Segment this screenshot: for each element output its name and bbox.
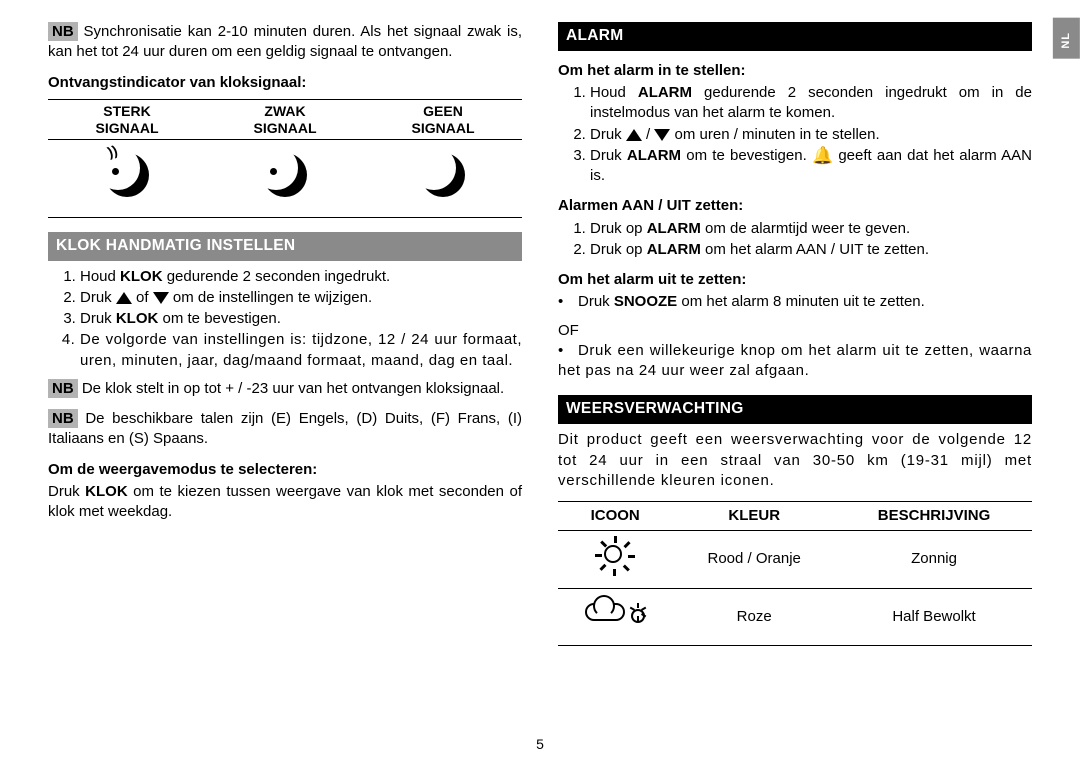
klok-step-3: Druk KLOK om te bevestigen.: [80, 309, 522, 329]
display-mode-heading: Om de weergavemodus te selecteren:: [48, 460, 522, 480]
signal-icon-weak: [206, 140, 364, 217]
language-tab: NL: [1053, 18, 1080, 59]
page-number: 5: [536, 735, 544, 754]
weather-icon-sun: [558, 531, 672, 588]
signal-icon-none: [364, 140, 522, 217]
klok-steps: Houd KLOK gedurende 2 seconden ingedrukt…: [48, 267, 522, 371]
alarm-off-list-2: •Druk een willekeurige knop om het alarm…: [558, 341, 1032, 382]
bell-icon: 🔔: [812, 147, 833, 164]
weather-color-2: Roze: [672, 588, 836, 645]
alarm-toggle-step-2: Druk op ALARM om het alarm AAN / UIT te …: [590, 240, 1032, 260]
weather-para: Dit product geeft een weersverwachting v…: [558, 430, 1032, 491]
intro-paragraph: NB Synchronisatie kan 2-10 minuten duren…: [48, 22, 522, 63]
alarm-set-steps: Houd ALARM gedurende 2 seconden ingedruk…: [558, 83, 1032, 186]
alarm-set-step-2: Druk / om uren / minuten in te stellen.: [590, 125, 1032, 145]
alarm-set-step-1: Houd ALARM gedurende 2 seconden ingedruk…: [590, 83, 1032, 124]
nb-badge: NB: [48, 379, 78, 398]
weather-th-desc: BESCHRIJVING: [836, 502, 1032, 531]
signal-header-weak: ZWAKSIGNAAL: [206, 99, 364, 140]
alarm-off-item-2: •Druk een willekeurige knop om het alarm…: [558, 341, 1032, 382]
left-column: NB Synchronisatie kan 2-10 minuten duren…: [48, 22, 522, 744]
alarm-off-heading: Om het alarm uit te zetten:: [558, 270, 1032, 290]
intro-text: Synchronisatie kan 2-10 minuten duren. A…: [48, 23, 522, 60]
nb-badge: NB: [48, 409, 78, 428]
down-icon: [654, 129, 670, 141]
section-klok-heading: KLOK HANDMATIG INSTELLEN: [48, 232, 522, 261]
up-icon: [626, 129, 642, 141]
alarm-toggle-heading: Alarmen AAN / UIT zetten:: [558, 196, 1032, 216]
nb-badge: NB: [48, 22, 78, 41]
alarm-set-heading: Om het alarm in te stellen:: [558, 61, 1032, 81]
signal-header-none: GEENSIGNAAL: [364, 99, 522, 140]
alarm-toggle-step-1: Druk op ALARM om de alarmtijd weer te ge…: [590, 219, 1032, 239]
weather-th-color: KLEUR: [672, 502, 836, 531]
weather-table: ICOON KLEUR BESCHRIJVING Rood / Oranje Z…: [558, 501, 1032, 646]
up-icon: [116, 292, 132, 304]
alarm-off-list: •Druk SNOOZE om het alarm 8 minuten uit …: [558, 292, 1032, 312]
weather-th-icon: ICOON: [558, 502, 672, 531]
alarm-off-item-1: •Druk SNOOZE om het alarm 8 minuten uit …: [558, 292, 1032, 312]
page-content: NB Synchronisatie kan 2-10 minuten duren…: [48, 22, 1032, 744]
klok-step-4: De volgorde van instellingen is: tijdzon…: [80, 330, 522, 371]
section-weather-heading: WEERSVERWACHTING: [558, 395, 1032, 424]
klok-step-1: Houd KLOK gedurende 2 seconden ingedrukt…: [80, 267, 522, 287]
down-icon: [153, 292, 169, 304]
of-text: OF: [558, 321, 1032, 341]
klok-step-2: Druk of om de instellingen te wijzigen.: [80, 288, 522, 308]
alarm-toggle-steps: Druk op ALARM om de alarmtijd weer te ge…: [558, 219, 1032, 261]
signal-table: STERKSIGNAAL ZWAKSIGNAAL GEENSIGNAAL )): [48, 99, 522, 218]
weather-icon-cloud: [558, 588, 672, 645]
weather-color-1: Rood / Oranje: [672, 531, 836, 588]
weather-desc-1: Zonnig: [836, 531, 1032, 588]
nb-para-2: NB De klok stelt in op tot + / -23 uur v…: [48, 379, 522, 399]
display-mode-para: Druk KLOK om te kiezen tussen weergave v…: [48, 482, 522, 523]
section-alarm-heading: ALARM: [558, 22, 1032, 51]
nb-para-3: NB De beschikbare talen zijn (E) Engels,…: [48, 409, 522, 450]
weather-row-sunny: Rood / Oranje Zonnig: [558, 531, 1032, 588]
right-column: ALARM Om het alarm in te stellen: Houd A…: [558, 22, 1032, 744]
alarm-set-step-3: Druk ALARM om te bevestigen. 🔔 geeft aan…: [590, 146, 1032, 187]
signal-header-strong: STERKSIGNAAL: [48, 99, 206, 140]
signal-icon-strong: )): [48, 140, 206, 217]
weather-row-cloudy: Roze Half Bewolkt: [558, 588, 1032, 645]
weather-desc-2: Half Bewolkt: [836, 588, 1032, 645]
indicator-heading: Ontvangstindicator van kloksignaal:: [48, 73, 522, 93]
